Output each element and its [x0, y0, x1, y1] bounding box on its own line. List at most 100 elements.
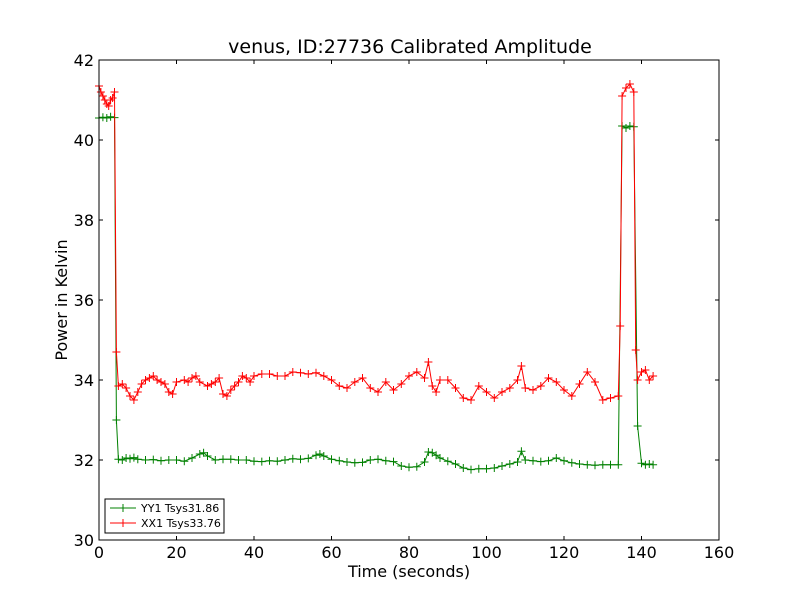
data-point-marker [195, 378, 204, 386]
data-point-marker [126, 454, 134, 463]
y-tick-label: 32 [74, 451, 94, 470]
data-point-marker [641, 460, 650, 469]
data-point-marker [436, 376, 444, 384]
data-point-marker [637, 368, 646, 376]
data-point-marker [397, 462, 406, 470]
data-point-marker [312, 368, 320, 377]
data-point-marker [242, 374, 251, 382]
data-point-marker [126, 392, 134, 400]
data-point-marker [625, 80, 634, 88]
data-point-marker [222, 392, 231, 400]
data-point-marker [288, 368, 297, 376]
data-point-marker [319, 452, 328, 460]
data-point-marker [625, 122, 634, 130]
legend-marker-yy1 [119, 504, 127, 512]
x-tick-label: 80 [399, 543, 419, 562]
data-point-marker [141, 456, 150, 464]
data-point-marker [467, 396, 475, 404]
data-point-marker [265, 370, 274, 378]
data-point-marker [629, 88, 638, 96]
data-point-marker [536, 457, 545, 466]
data-point-marker [424, 358, 433, 366]
data-point-marker [327, 376, 336, 384]
y-tick-label: 34 [74, 371, 94, 390]
data-point-marker [436, 454, 444, 462]
data-point-marker [606, 460, 615, 469]
data-point-marker [141, 376, 150, 384]
data-point-marker [257, 370, 266, 378]
plot-area [95, 80, 658, 474]
data-point-marker [490, 394, 499, 402]
data-point-marker [482, 388, 491, 396]
data-point-marker [250, 372, 258, 380]
data-point-marker [575, 460, 584, 468]
data-point-marker [273, 457, 282, 466]
data-point-marker [350, 458, 359, 467]
data-point-marker [536, 382, 545, 390]
data-point-marker [517, 362, 526, 370]
data-point-marker [118, 380, 127, 388]
data-point-marker [405, 372, 413, 380]
data-point-marker [482, 464, 491, 473]
data-point-marker [234, 378, 243, 386]
x-tick-label: 140 [626, 543, 657, 562]
data-point-marker [583, 460, 592, 469]
data-point-marker [172, 456, 181, 464]
data-point-marker [230, 382, 239, 390]
data-point-marker [552, 454, 561, 462]
data-point-marker [149, 455, 158, 464]
data-point-marker [106, 112, 115, 121]
data-point-marker [211, 456, 220, 464]
data-point-marker [622, 124, 630, 132]
data-point-marker [168, 390, 177, 398]
data-point-marker [257, 457, 266, 466]
data-point-marker [552, 378, 561, 386]
data-point-marker [114, 382, 123, 390]
data-point-marker [505, 460, 514, 468]
legend-box [104, 498, 225, 534]
data-point-marker [191, 372, 200, 380]
data-point-marker [374, 455, 382, 464]
data-point-marker [529, 386, 537, 394]
data-point-marker [498, 462, 506, 470]
data-point-marker [188, 374, 196, 382]
data-point-marker [598, 396, 607, 404]
x-tick-label: 120 [549, 543, 580, 562]
data-point-marker [215, 374, 224, 382]
chart-title: venus, ID:27736 Calibrated Amplitude [228, 36, 592, 58]
data-point-marker [234, 456, 243, 464]
data-point-marker [544, 374, 553, 382]
data-point-marker [273, 372, 282, 380]
data-point-marker [474, 464, 483, 473]
data-point-marker [412, 368, 421, 376]
data-point-marker [246, 378, 255, 386]
data-point-marker [424, 448, 433, 456]
data-point-marker [544, 456, 553, 465]
data-point-marker [188, 454, 196, 462]
data-point-marker [102, 100, 111, 108]
data-point-marker [505, 384, 514, 392]
data-point-marker [226, 386, 235, 394]
data-point-marker [180, 376, 189, 384]
data-point-marker [529, 456, 537, 465]
data-point-marker [645, 460, 654, 468]
data-point-marker [288, 454, 297, 463]
data-point-marker [343, 384, 351, 392]
data-point-marker [207, 380, 216, 388]
data-point-marker [560, 456, 568, 465]
data-point-marker [112, 416, 121, 424]
data-point-marker [583, 368, 592, 376]
data-point-marker [397, 380, 406, 388]
data-point-marker [412, 462, 421, 471]
data-point-marker [420, 374, 429, 382]
data-point-marker [618, 92, 627, 100]
data-point-marker [428, 382, 437, 390]
data-point-marker [219, 455, 227, 464]
data-point-marker [567, 392, 576, 400]
data-point-marker [106, 96, 115, 104]
data-point-marker [304, 454, 313, 463]
data-point-marker [560, 386, 568, 394]
data-point-marker [114, 455, 123, 464]
